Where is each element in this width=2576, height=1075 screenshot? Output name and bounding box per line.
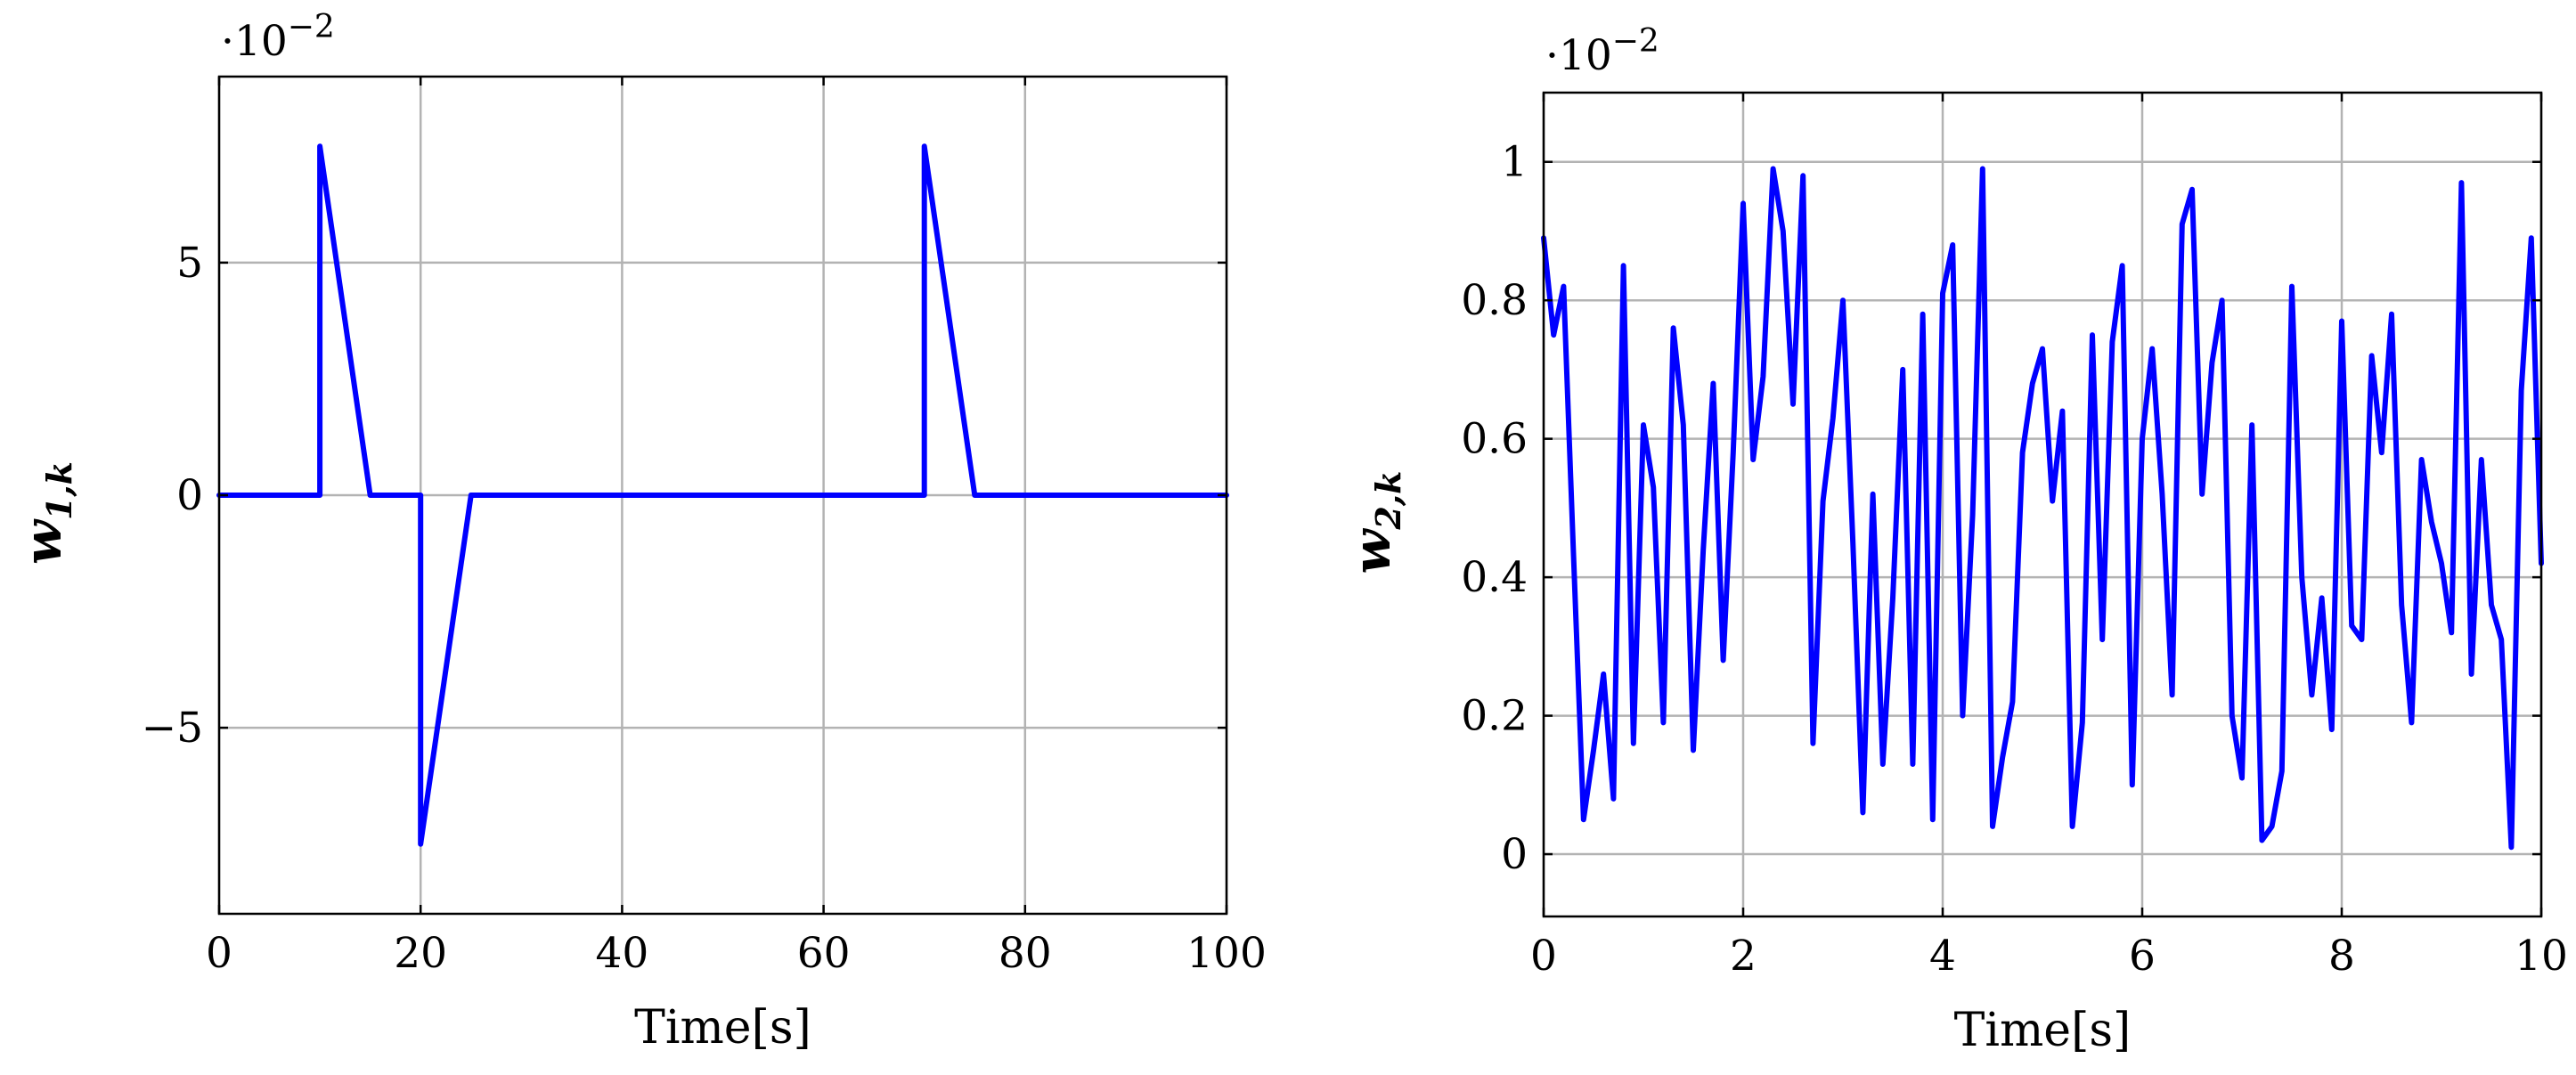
y-tick-label: 5 [176,239,203,288]
x-tick-label: 60 [797,929,851,978]
x-axis-title: Time[s] [634,1001,811,1055]
scale-factor-base: ·10 [1545,31,1612,80]
y-tick-label: 0.2 [1461,692,1528,741]
y-axis-title-subscript: 1,k [39,461,79,520]
y-tick-label: 1 [1501,138,1528,187]
y-axis-title-main: w [1341,527,1402,574]
x-tick-label: 40 [595,929,648,978]
series-line [216,143,1229,847]
x-axis-title: Time[s] [1954,1004,2132,1057]
y-axis-title: w1,k [12,461,79,565]
x-tick-label: 0 [1530,932,1557,981]
x-tick-label: 6 [2129,932,2156,981]
x-tick-label: 0 [206,929,232,978]
scale-factor-base: ·10 [221,17,288,66]
y-tick-label: −5 [142,704,203,753]
y-axis-title: w2,k [1341,471,1408,574]
x-tick-label: 100 [1186,929,1267,978]
x-tick-label: 2 [1730,932,1757,981]
x-tick-label: 8 [2328,932,2355,981]
x-tick-label: 4 [1929,932,1956,981]
chart-panel-2: 0 2 4 6 8 10 0 0.2 0.4 0.6 0.8 1 Time[s] w2,k ·10−2 [1341,23,2568,1057]
series-line [1541,166,2544,851]
y-axis-title-main: w [12,518,73,565]
y-axis-title-subscript: 2,k [1368,471,1408,531]
scale-factor-exponent: −2 [288,9,335,45]
scale-factor-label: ·10−2 [1545,23,1659,80]
chart-panel-1: 0 20 40 60 80 100 −5 0 5 Time[s] w1,k ·10−2 [12,9,1267,1055]
scale-factor-exponent: −2 [1612,23,1659,60]
y-tick-label: 0.4 [1461,553,1528,602]
plot-frame [1542,91,2543,918]
scale-factor-label: ·10−2 [221,9,335,66]
y-tick-label: 0 [1501,830,1528,879]
x-tick-label: 20 [394,929,447,978]
y-tick-label: 0 [176,471,203,520]
x-tick-label: 10 [2515,932,2568,981]
y-tick-label: 0.6 [1461,415,1528,464]
y-tick-label: 0.8 [1461,276,1528,325]
x-tick-label: 80 [999,929,1052,978]
